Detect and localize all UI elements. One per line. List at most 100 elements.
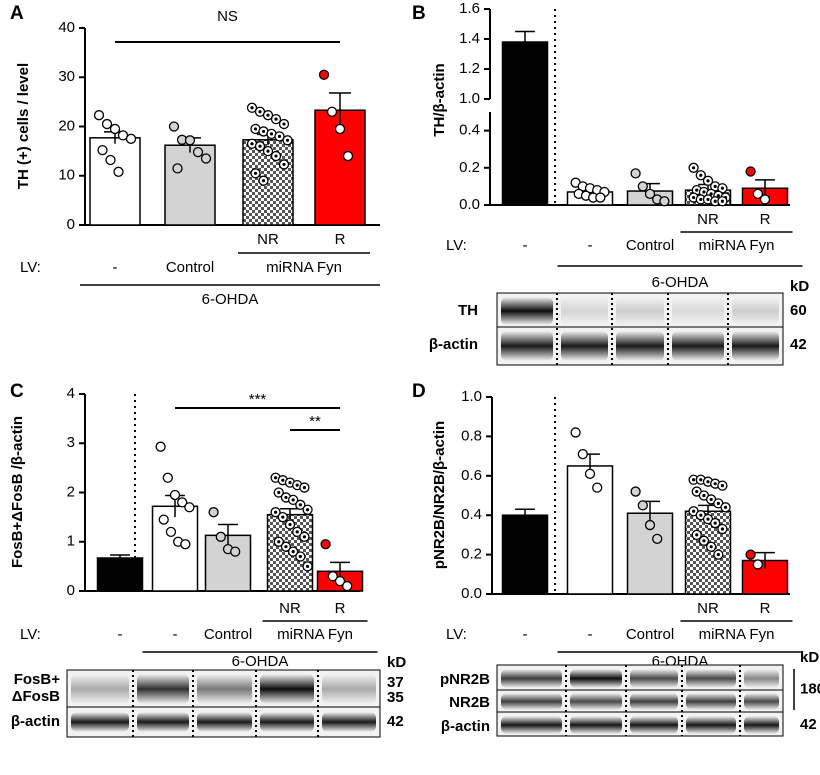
data-point-center [277, 490, 281, 495]
lv-label: - [523, 237, 528, 254]
y-tick-label: 0.6 [461, 467, 482, 484]
data-point-center [266, 113, 270, 117]
y-tick-label: 2 [67, 483, 75, 500]
kd-value: 37 [387, 674, 404, 691]
data-point-center [723, 505, 728, 509]
kd-value: 35 [387, 689, 404, 706]
x-tick-label: R [335, 231, 346, 248]
data-point [158, 514, 169, 525]
lv-label: Control [204, 626, 252, 643]
data-point-center [305, 564, 310, 568]
bar [501, 514, 549, 595]
lv-row-label: LV: [446, 626, 467, 643]
lv-label: - [523, 626, 528, 643]
y-tick-label: 0.4 [461, 506, 482, 523]
data-point-center [709, 497, 713, 502]
data-point-center [706, 179, 710, 183]
data-point-center [702, 539, 706, 543]
data-point-center [699, 478, 703, 482]
data-point [168, 121, 180, 132]
kd-label: kD [800, 649, 819, 666]
data-point [320, 539, 331, 550]
data-point [162, 472, 173, 483]
bar [501, 41, 549, 206]
y-tick-label: 0 [67, 582, 75, 599]
data-point-center [298, 503, 302, 507]
blot-band [686, 669, 736, 688]
data-point-center [692, 166, 696, 170]
data-point-center [285, 138, 290, 142]
blot-row-label: FosB+ [14, 671, 61, 688]
data-point-center [716, 194, 720, 198]
data-point-center [720, 199, 725, 203]
significance-label: ** [309, 413, 321, 430]
kd-value: 42 [387, 713, 404, 730]
lv-label: miRNA Fyn [266, 259, 342, 276]
lv-label: miRNA Fyn [277, 626, 353, 643]
y-tick-label: 3 [67, 434, 75, 451]
y-tick-label: 20 [58, 117, 75, 134]
lv-label: - [588, 626, 593, 643]
x-tick-label: R [335, 600, 346, 617]
panel-letter: C [10, 381, 24, 402]
blot-band [197, 712, 252, 732]
data-point-center [699, 513, 703, 517]
data-point-center [261, 179, 266, 183]
data-point-center [713, 199, 717, 203]
data-point-center [706, 517, 710, 521]
data-point-center [706, 197, 710, 202]
blot-band [616, 331, 664, 361]
data-point-center [284, 545, 288, 549]
data-point [184, 135, 196, 146]
data-point-center [274, 154, 278, 158]
data-point-center [274, 476, 278, 480]
data-point-center [702, 493, 706, 498]
y-tick-label: 0.8 [461, 427, 482, 444]
y-tick-label: 40 [58, 19, 75, 36]
y-tick-label: 0.2 [459, 159, 480, 176]
y-tick-label: 0.0 [461, 585, 482, 602]
data-point-center [274, 510, 278, 514]
panel-letter: D [412, 381, 426, 402]
data-point-center [261, 129, 266, 134]
western-blot [66, 669, 381, 738]
x-tick-label: R [760, 211, 771, 228]
lv-row-label: LV: [20, 626, 41, 643]
data-point-center [291, 498, 295, 502]
x-tick-label: NR [697, 600, 719, 617]
data-point [180, 539, 191, 550]
blot-band [570, 693, 622, 710]
data-point [334, 123, 346, 135]
data-point-center [295, 483, 299, 487]
data-point-center [281, 478, 285, 482]
kd-label: kD [387, 654, 406, 671]
lv-row-label: LV: [20, 259, 41, 276]
data-point-center [720, 527, 725, 531]
y-tick-label: 1.0 [459, 90, 480, 107]
blot-band [570, 669, 622, 688]
data-point-center [716, 553, 720, 557]
data-point [326, 106, 338, 117]
data-point-center [302, 535, 306, 539]
blot-band [686, 693, 736, 710]
x-tick-label: NR [257, 231, 279, 248]
treatment-label: 6-OHDA [232, 653, 289, 670]
blot-row-label: NR2B [449, 694, 490, 711]
data-point [592, 482, 603, 493]
data-point [230, 546, 241, 557]
data-point-center [295, 530, 299, 534]
data-point-center [716, 501, 720, 505]
blot-band [501, 331, 553, 361]
data-point-center [253, 127, 258, 131]
data-point-center [277, 134, 282, 138]
data-point-center [702, 190, 706, 194]
data-point [113, 166, 124, 177]
y-tick-label: 0.4 [459, 122, 480, 139]
blot-band [630, 669, 678, 688]
data-point [630, 486, 641, 497]
data-point-center [695, 489, 699, 494]
blot-band [616, 297, 664, 325]
data-point [318, 69, 330, 80]
